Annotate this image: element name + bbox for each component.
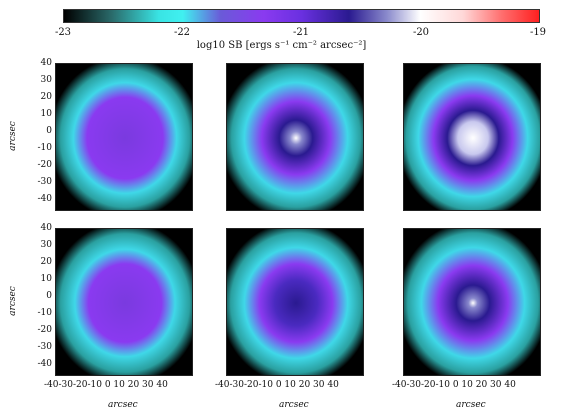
colorbar-tick: -20: [412, 27, 430, 38]
colorbar-tick: -23: [54, 27, 72, 38]
x-ticks: -40-30-20-10 0 10 20 30 40: [215, 380, 339, 390]
y-axis-label: arcsec: [7, 121, 18, 151]
map-panel: [226, 228, 364, 376]
x-axis-label: arcsec: [279, 400, 309, 410]
colorbar-label: log10 SB [ergs s⁻¹ cm⁻² arcsec⁻²]: [196, 40, 367, 51]
map-panel: [55, 228, 193, 376]
colorbar-tick: -22: [173, 27, 191, 38]
colorbar-tick: -21: [292, 27, 310, 38]
map-panel: [403, 63, 541, 211]
map-panel: [403, 228, 541, 376]
map-panel: [55, 63, 193, 211]
x-ticks: -40-30-20-10 0 10 20 30 40: [44, 380, 168, 390]
colorbar: [63, 9, 540, 23]
y-axis-label: arcsec: [7, 286, 18, 316]
x-ticks: -40-30-20-10 0 10 20 30 40: [392, 380, 516, 390]
x-axis-label: arcsec: [456, 400, 486, 410]
map-panel: [226, 63, 364, 211]
colorbar-tick: -19: [529, 27, 547, 38]
x-axis-label: arcsec: [108, 400, 138, 410]
